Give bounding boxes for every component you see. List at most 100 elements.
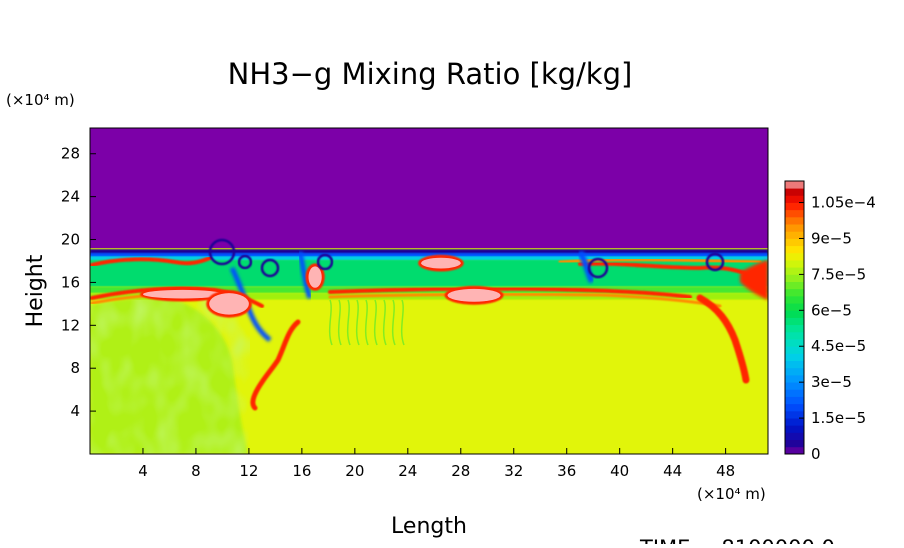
plot-frame	[89, 127, 769, 455]
x-tick-label: 16	[292, 462, 311, 480]
colorbar-segment	[785, 216, 804, 225]
wave-stripe	[382, 299, 387, 346]
colorbar-segment	[785, 238, 804, 247]
y-tick-label: 24	[61, 188, 80, 206]
colorbar-tick-label: 1.05e−4	[811, 194, 876, 212]
chart-title: NH3−g Mixing Ratio [kg/kg]	[228, 57, 633, 91]
texture-overlay	[90, 300, 250, 454]
colorbar-segment	[785, 252, 804, 261]
wave-stripe	[400, 299, 405, 346]
colorbar-segment	[785, 346, 804, 354]
y-tick-label: 8	[70, 359, 80, 377]
x-tick-label: 24	[398, 462, 417, 480]
x-tick-label: 36	[557, 462, 576, 480]
high-ratio-streak	[578, 261, 747, 275]
colorbar-segment	[785, 360, 804, 369]
colorbar-segment	[785, 418, 804, 426]
colorbar-frame	[784, 180, 805, 455]
peak-patch	[421, 257, 461, 269]
x-tick-label: 44	[663, 462, 682, 480]
colorbar-segment	[785, 231, 804, 239]
colorbar-segment	[785, 432, 804, 441]
y-axis-ticks: 4 8 12 16 20 24 28	[61, 145, 96, 420]
colorbar-segment	[785, 374, 804, 383]
colorbar-segment	[785, 209, 804, 218]
wave-stripe	[391, 299, 396, 346]
downdraft-streak	[229, 266, 272, 342]
y-tick-label: 4	[70, 402, 80, 420]
colorbar-segment	[785, 353, 804, 362]
peak-patch	[209, 293, 249, 315]
colorbar-segment	[785, 245, 804, 254]
colorbar-tick-label: 9e−5	[811, 229, 852, 247]
wave-stripe	[337, 299, 342, 346]
y-tick-label: 16	[61, 273, 80, 291]
y-unit-label: (×10⁴ m)	[6, 91, 75, 109]
x-tick-label: 48	[716, 462, 735, 480]
colorbar-tick-label: 3e−5	[811, 373, 852, 391]
colorbar-segment	[785, 403, 804, 412]
y-tick-label: 28	[61, 145, 80, 163]
x-tick-label: 40	[610, 462, 629, 480]
interface-ripple	[260, 258, 280, 278]
wave-stripe	[346, 299, 351, 346]
colorbar-segment	[785, 389, 804, 397]
interface-band	[90, 252, 768, 258]
colorbar-segment	[785, 425, 804, 433]
interface-ripple	[587, 257, 609, 279]
x-tick-label: 4	[138, 462, 148, 480]
colorbar-segment	[785, 288, 804, 297]
x-tick-label: 28	[451, 462, 470, 480]
y-tick-label: 12	[61, 316, 80, 334]
interface-band	[90, 249, 768, 255]
plume-streak	[250, 319, 301, 411]
wave-stripe	[373, 299, 378, 346]
colorbar-segment	[785, 260, 804, 268]
peak-patch	[308, 266, 322, 288]
y-tick-label: 20	[61, 231, 80, 249]
x-tick-label: 32	[504, 462, 523, 480]
colorbar-segment	[785, 367, 804, 376]
colorbar-segment	[785, 310, 804, 318]
colorbar-segment	[785, 324, 804, 333]
x-tick-label: 20	[345, 462, 364, 480]
wave-stripe	[355, 299, 360, 346]
right-edge-streak	[740, 260, 768, 300]
high-ratio-streak	[90, 256, 212, 267]
interface-ripple	[237, 254, 253, 270]
colorbar-segment	[785, 181, 804, 189]
downdraft-streak	[297, 251, 313, 299]
colorbar-segment	[785, 267, 804, 275]
colorbar-segment	[785, 446, 804, 455]
x-unit-label: (×10⁴ m)	[697, 485, 766, 503]
colorbar-segment	[785, 439, 804, 448]
transition-band	[90, 293, 768, 300]
downdraft-streak	[577, 250, 595, 284]
colorbar-segment	[785, 195, 804, 203]
colorbar-segment	[785, 339, 804, 347]
wave-stripe	[364, 299, 369, 346]
time-annotation: TIME = 8100000.0	[639, 536, 835, 544]
field-image	[90, 128, 768, 454]
wave-stripe	[328, 299, 333, 346]
x-axis-ticks: 4 8 12 16 20 24 28 32 36 40 44 48	[138, 448, 735, 480]
colorbar-segment	[785, 382, 804, 390]
colorbar-tick-label: 6e−5	[811, 301, 852, 319]
interface-ripple	[705, 252, 725, 272]
peak-patch	[142, 289, 223, 299]
interface-ripple	[208, 238, 236, 266]
colorbar: 0 1.5e−5 3e−5 4.5e−5 6e−5 7.5e−5 9e−5 1.05e−4	[784, 180, 876, 463]
x-axis-label: Length	[391, 514, 467, 539]
colorbar-segment	[785, 295, 804, 304]
colorbar-segment	[785, 188, 804, 196]
colorbar-tick-label: 1.5e−5	[811, 409, 866, 427]
x-tick-label: 12	[239, 462, 258, 480]
interface-ripple	[316, 253, 334, 271]
colorbar-tick-label: 0	[811, 445, 821, 463]
right-wall-streak	[696, 294, 750, 384]
colorbar-tick-label: 4.5e−5	[811, 337, 866, 355]
mid-ratio-streak	[328, 292, 722, 308]
colorbar-segment	[785, 317, 804, 326]
peak-patch	[447, 288, 501, 302]
